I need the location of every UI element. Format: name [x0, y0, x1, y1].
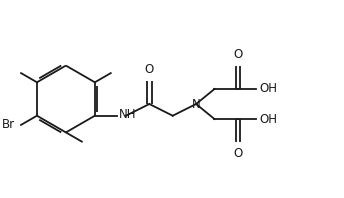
Text: O: O	[233, 148, 243, 160]
Text: Br: Br	[2, 118, 15, 131]
Text: O: O	[145, 63, 154, 76]
Text: OH: OH	[259, 83, 277, 95]
Text: NH: NH	[119, 108, 137, 121]
Text: OH: OH	[259, 112, 277, 126]
Text: N: N	[192, 97, 201, 110]
Text: O: O	[233, 48, 243, 61]
